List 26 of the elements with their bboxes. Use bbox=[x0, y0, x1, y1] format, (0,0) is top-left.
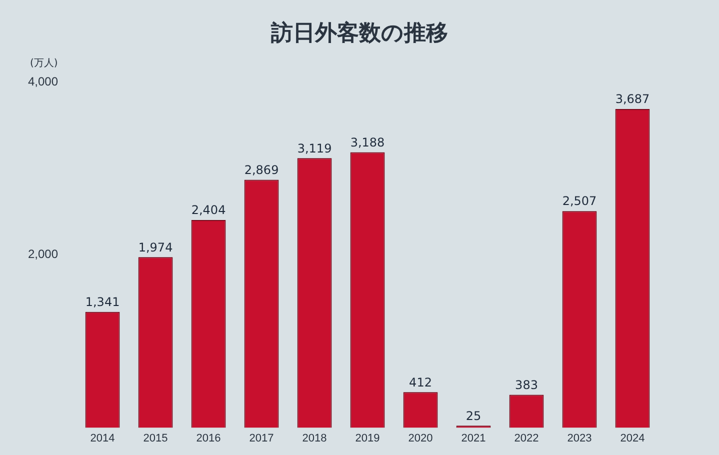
x-tick-label: 2020 bbox=[408, 432, 433, 444]
data-label: 25 bbox=[466, 408, 482, 423]
x-tick-label: 2021 bbox=[461, 432, 486, 444]
data-label: 3,188 bbox=[350, 135, 385, 150]
data-label: 2,404 bbox=[191, 203, 226, 218]
x-tick-label: 2018 bbox=[302, 432, 327, 444]
x-tick-label: 2023 bbox=[567, 432, 592, 444]
data-label: 3,687 bbox=[615, 92, 650, 106]
data-label: 2,869 bbox=[244, 162, 279, 177]
x-tick-label: 2016 bbox=[196, 432, 221, 444]
data-label: 2,507 bbox=[562, 194, 597, 208]
x-tick-label: 2022 bbox=[514, 432, 539, 444]
x-tick-label: 2019 bbox=[355, 432, 380, 444]
data-label: 383 bbox=[515, 378, 538, 392]
data-label: 412 bbox=[409, 375, 432, 390]
chart-title: 訪日外客数の推移 bbox=[270, 20, 449, 48]
y-tick-label: 4,000 bbox=[28, 74, 58, 88]
data-label: 1,974 bbox=[138, 240, 173, 254]
data-label: 3,119 bbox=[297, 141, 332, 156]
x-tick-label: 2017 bbox=[249, 432, 274, 444]
x-tick-label: 2015 bbox=[143, 432, 168, 444]
x-tick-label: 2014 bbox=[90, 432, 115, 444]
data-label: 1,341 bbox=[85, 294, 120, 309]
y-axis-title: (万人) bbox=[30, 57, 58, 70]
y-tick-label: 2,000 bbox=[28, 247, 58, 262]
x-tick-label: 2024 bbox=[620, 432, 645, 444]
